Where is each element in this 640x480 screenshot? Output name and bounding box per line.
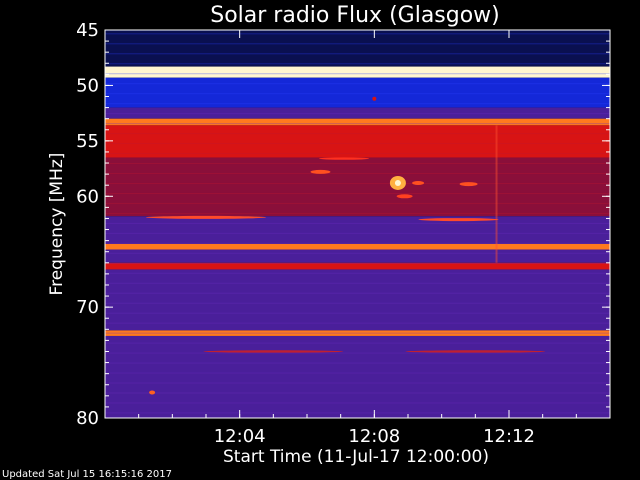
- fine-line-6: [105, 93, 610, 95]
- fine-line-24: [105, 272, 610, 274]
- burst-feature-8: [319, 157, 370, 160]
- y-tick-label-4: 70: [76, 297, 99, 318]
- fine-line-33: [105, 362, 610, 364]
- band-10: [105, 262, 610, 270]
- band-5: [105, 125, 610, 158]
- burst-feature-2: [310, 169, 331, 174]
- fine-line-26: [105, 292, 610, 294]
- fine-line-11: [105, 143, 610, 145]
- burst-feature-6: [146, 215, 266, 219]
- band-11: [105, 269, 610, 331]
- fine-line-10: [105, 133, 610, 135]
- fine-line-31: [105, 342, 610, 344]
- intensity-bands: [105, 30, 610, 418]
- fine-line-7: [105, 103, 610, 105]
- band-3: [105, 107, 610, 119]
- burst-features: [146, 96, 546, 395]
- y-axis-ticks: 45 50 55 60 70 80: [76, 20, 610, 429]
- fine-line-13: [105, 163, 610, 165]
- fine-line-0: [105, 33, 610, 35]
- band-6: [105, 157, 610, 217]
- x-tick-label-1: 12:08: [348, 426, 400, 447]
- y-tick-label-5: 80: [76, 408, 99, 429]
- burst-feature-7: [418, 218, 499, 222]
- fine-line-4: [105, 73, 610, 75]
- fine-line-8: [105, 113, 610, 115]
- burst-feature-1: [394, 179, 401, 186]
- band-2: [105, 77, 610, 108]
- y-axis-label: Frequency [MHz]: [47, 153, 67, 296]
- x-tick-label-2: 12:12: [483, 426, 535, 447]
- band-12: [105, 330, 610, 336]
- fine-line-17: [105, 202, 610, 204]
- fine-line-27: [105, 302, 610, 304]
- fine-line-12: [105, 153, 610, 155]
- burst-feature-5: [396, 194, 413, 199]
- fine-line-38: [105, 412, 610, 414]
- band-9: [105, 249, 610, 263]
- fine-line-36: [105, 392, 610, 394]
- y-tick-label-3: 60: [76, 186, 99, 207]
- band-13: [105, 335, 610, 418]
- fine-line-3: [105, 63, 610, 65]
- fine-line-16: [105, 192, 610, 194]
- fine-line-37: [105, 402, 610, 404]
- y-tick-label-2: 55: [76, 131, 99, 152]
- fine-line-1: [105, 43, 610, 45]
- burst-feature-3: [459, 182, 478, 187]
- burst-feature-11: [203, 350, 344, 353]
- y-tick-label-0: 45: [76, 20, 99, 41]
- fine-line-34: [105, 372, 610, 374]
- fine-line-19: [105, 222, 610, 224]
- burst-feature-9: [149, 390, 156, 395]
- fine-line-35: [105, 382, 610, 384]
- updated-timestamp: Updated Sat Jul 15 16:15:16 2017: [2, 469, 172, 480]
- burst-feature-4: [412, 180, 425, 185]
- x-axis-ticks: 12:04 12:08 12:12: [138, 30, 577, 447]
- plot-frame: [104, 29, 611, 419]
- fine-frequency-lines: [105, 33, 610, 414]
- fine-line-28: [105, 312, 610, 314]
- fine-line-30: [105, 332, 610, 334]
- fine-line-21: [105, 242, 610, 244]
- fine-line-2: [105, 53, 610, 55]
- fine-line-22: [105, 252, 610, 254]
- x-axis-label: Start Time (11-Jul-17 12:00:00): [223, 447, 489, 467]
- band-4: [105, 118, 610, 126]
- burst-feature-10: [372, 96, 377, 101]
- burst-feature-12: [405, 350, 546, 353]
- band-0: [105, 30, 610, 67]
- fine-line-23: [105, 262, 610, 264]
- fine-line-25: [105, 282, 610, 284]
- fine-line-29: [105, 322, 610, 324]
- chart-title: Solar radio Flux (Glasgow): [210, 3, 500, 28]
- vertical-streak: [495, 125, 498, 263]
- fine-line-18: [105, 212, 610, 214]
- y-tick-label-1: 50: [76, 75, 99, 96]
- fine-line-9: [105, 123, 610, 125]
- band-8: [105, 243, 610, 250]
- x-tick-label-0: 12:04: [214, 426, 266, 447]
- band-7: [105, 216, 610, 244]
- fine-line-15: [105, 182, 610, 184]
- fine-line-5: [105, 83, 610, 85]
- fine-line-14: [105, 173, 610, 175]
- band-1: [105, 66, 610, 78]
- fine-line-20: [105, 232, 610, 234]
- fine-line-32: [105, 352, 610, 354]
